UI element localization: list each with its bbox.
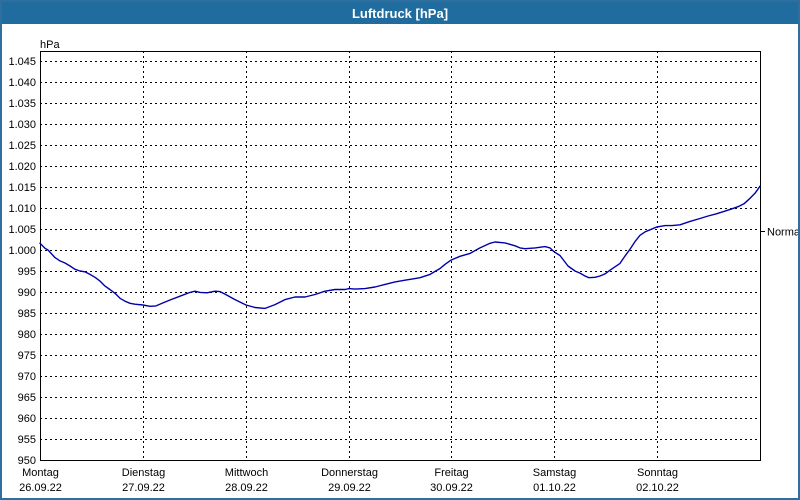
x-date-label: 30.09.22: [430, 482, 473, 494]
y-tick-label: 975: [18, 350, 36, 362]
y-tick-label: 1.010: [8, 203, 36, 215]
x-day-label: Mittwoch: [225, 467, 268, 479]
x-date-label: 02.10.22: [636, 482, 679, 494]
x-date-label: 28.09.22: [225, 482, 268, 494]
x-day-label: Dienstag: [122, 467, 165, 479]
y-tick-label: 1.040: [8, 77, 36, 89]
x-day-label: Donnerstag: [321, 467, 378, 479]
x-date-label: 01.10.22: [533, 482, 576, 494]
page-title: Luftdruck [hPa]: [351, 5, 449, 21]
y-tick-label: 960: [18, 413, 36, 425]
y-tick-label: 965: [18, 392, 36, 404]
x-date-label: 26.09.22: [19, 482, 62, 494]
title-bar: Luftdruck [hPa]: [2, 2, 798, 24]
y-tick-label: 990: [18, 287, 36, 299]
pressure-line: [39, 185, 761, 310]
plot-border: [40, 51, 761, 461]
y-tick-label: 980: [18, 329, 36, 341]
y-tick-label: 1.000: [8, 245, 36, 257]
y-axis-unit-label: hPa: [40, 39, 60, 51]
y-tick-label: 1.035: [8, 98, 36, 110]
y-tick-label: 970: [18, 371, 36, 383]
x-day-label: Samstag: [533, 467, 576, 479]
x-day-label: Montag: [22, 467, 59, 479]
normal-label: Normal: [767, 227, 798, 239]
y-tick-label: 1.030: [8, 119, 36, 131]
y-tick-label: 995: [18, 266, 36, 278]
y-tick-label: 950: [18, 455, 36, 467]
x-date-label: 27.09.22: [122, 482, 165, 494]
y-tick-label: 1.025: [8, 140, 36, 152]
y-tick-label: 985: [18, 308, 36, 320]
y-tick-label: 1.020: [8, 161, 36, 173]
x-day-label: Freitag: [434, 467, 468, 479]
y-tick-label: 1.045: [8, 56, 36, 68]
x-date-label: 29.09.22: [328, 482, 371, 494]
y-tick-label: 1.015: [8, 182, 36, 194]
y-tick-label: 1.005: [8, 224, 36, 236]
x-day-label: Sonntag: [637, 467, 678, 479]
y-tick-label: 955: [18, 434, 36, 446]
